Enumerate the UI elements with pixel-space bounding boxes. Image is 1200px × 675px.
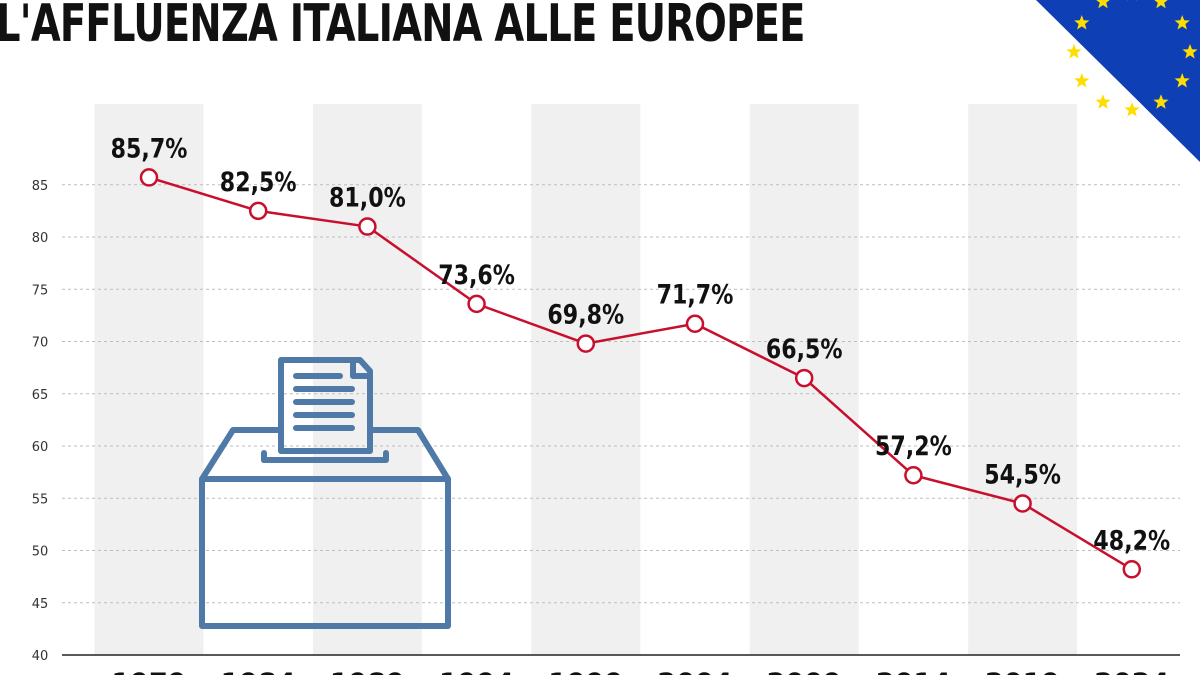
x-tick-label: 1994 [439,668,514,675]
x-tick-label: 2014 [876,668,951,675]
y-tick-label: 50 [32,545,49,560]
x-tick-label: 1979 [111,668,186,675]
data-point-2009 [794,368,814,388]
data-point-1984 [248,201,268,221]
x-tick-label: 2009 [767,668,842,675]
series-line [148,176,1133,571]
column-band-1999 [531,104,641,655]
data-label-1979: 85,7% [111,132,188,164]
x-tick-label: 2019 [985,668,1060,675]
data-point-1994 [467,294,486,314]
x-tick-label: 1999 [548,668,623,675]
x-axis-tick-labels: 1979 1984 1989 1994 1999 2004 2009 2014 2019 2024 [111,668,1169,675]
data-point-1999 [576,334,596,353]
y-tick-label: 85 [32,179,49,194]
eu-star-icon [1096,0,1110,9]
data-point-2019 [1013,494,1032,513]
eu-flag-icon [1036,0,1200,162]
y-tick-label: 80 [32,231,49,246]
data-label-1984: 82,5% [220,166,297,198]
data-label-1999: 69,8% [547,298,624,330]
eu-star-icon [1074,15,1090,30]
data-label-2009: 66,5% [766,333,843,365]
eu-star-icon [1153,94,1169,109]
eu-star-icon [1174,15,1190,30]
eu-star-icon [1182,44,1198,59]
data-label-2024: 48,2% [1093,524,1170,556]
eu-star-icon [1124,102,1140,117]
x-tick-label: 2004 [657,668,732,675]
y-tick-label: 75 [32,283,49,298]
x-tick-label: 2024 [1094,668,1169,675]
column-band-2019 [968,104,1078,655]
data-label-1994: 73,6% [438,259,515,291]
eu-star-icon [1154,0,1168,9]
data-points [139,168,1142,579]
x-tick-label: 1984 [221,668,296,675]
data-point-1989 [358,217,377,236]
eu-star-icon [1066,44,1082,59]
y-axis-tick-labels: 40 45 50 55 60 65 70 75 80 85 [32,179,49,664]
data-label-2019: 54,5% [984,458,1061,490]
y-tick-label: 55 [32,492,49,507]
y-tick-label: 40 [32,649,49,664]
data-labels: 85,7% 82,5% 81,0% 73,6% 69,8% 71,7% 66,5% 57,2%… [111,132,1171,556]
data-point-1979 [139,168,159,187]
eu-star-icon [1095,94,1111,109]
data-point-2014 [904,466,923,485]
gridlines [62,184,1180,656]
y-tick-label: 70 [32,336,49,351]
y-tick-label: 65 [32,388,49,403]
column-band-1979 [94,104,204,655]
ballot-box-icon [199,357,451,629]
y-tick-label: 60 [32,440,49,455]
chart-title: L'AFFLUENZA ITALIANA ALLE EUROPEE [0,0,805,54]
data-label-2004: 71,7% [657,279,734,311]
y-tick-label: 45 [32,597,49,612]
data-point-2004 [685,314,705,333]
eu-star-icon [1074,73,1090,88]
x-tick-label: 1989 [330,668,405,675]
data-point-2024 [1122,560,1142,579]
data-label-1989: 81,0% [329,181,406,213]
data-label-2014: 57,2% [875,430,952,462]
eu-star-icon [1174,73,1190,88]
